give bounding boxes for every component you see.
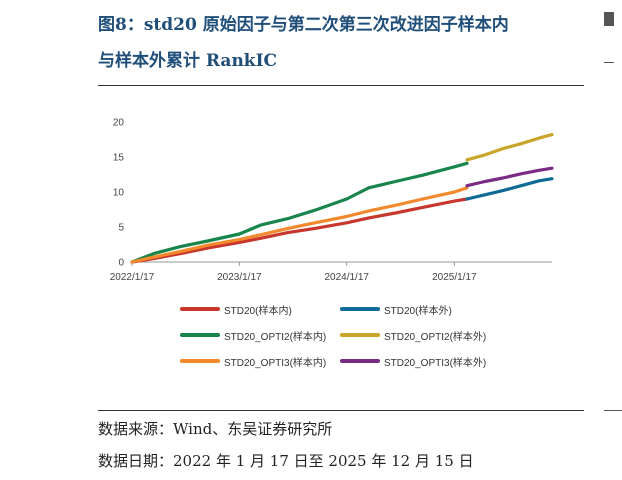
legend-item: STD20_OPTI2(样本内) bbox=[180, 328, 327, 343]
legend-swatch bbox=[180, 359, 220, 363]
series-line-1 bbox=[465, 177, 554, 201]
y-tick-label: 0 bbox=[118, 258, 124, 269]
legend-label: STD20_OPTI3(样本内) bbox=[224, 357, 327, 369]
legend-label: STD20(样本外) bbox=[384, 305, 452, 317]
y-tick-label: 5 bbox=[118, 223, 124, 234]
y-tick-label: 15 bbox=[113, 153, 125, 164]
rankic-line-chart: 0 5 10 15 20 2022/1/17 2023/1/17 2024/1/17 2025/… bbox=[110, 118, 554, 283]
x-tick-label: 2025/1/17 bbox=[432, 272, 477, 283]
bottom-rule bbox=[98, 410, 584, 411]
legend-label: STD20_OPTI3(样本外) bbox=[384, 357, 487, 369]
data-source-note: 数据来源：Wind、东吴证券研究所 bbox=[98, 420, 333, 438]
legend-label: STD20_OPTI2(样本外) bbox=[384, 331, 487, 343]
series-line-5 bbox=[465, 166, 554, 188]
x-tick-label: 2024/1/17 bbox=[324, 272, 369, 283]
next-panel-edge-mid bbox=[604, 62, 614, 63]
series-line-3 bbox=[465, 132, 554, 162]
legend-item: STD20_OPTI3(样本内) bbox=[180, 354, 327, 369]
legend-item: STD20(样本外) bbox=[340, 302, 452, 317]
top-rule bbox=[98, 85, 584, 86]
legend-label: STD20(样本内) bbox=[224, 305, 292, 317]
chart-series-lines bbox=[130, 132, 554, 264]
legend-swatch bbox=[180, 307, 220, 311]
series-line-2 bbox=[130, 161, 469, 264]
series-line-0 bbox=[130, 197, 469, 264]
series-line-4 bbox=[130, 186, 469, 264]
legend-item: STD20_OPTI2(样本外) bbox=[340, 328, 487, 343]
legend-swatch bbox=[340, 307, 380, 311]
y-tick-label: 10 bbox=[113, 188, 125, 199]
y-tick-label: 20 bbox=[113, 118, 125, 129]
x-tick-label: 2023/1/17 bbox=[217, 272, 262, 283]
x-tick-label: 2022/1/17 bbox=[110, 272, 155, 283]
chart-title-line2: 与样本外累计 RankIC bbox=[98, 51, 278, 71]
legend-swatch bbox=[340, 333, 380, 337]
legend-item: STD20_OPTI3(样本外) bbox=[340, 354, 487, 369]
next-panel-edge-top bbox=[604, 12, 614, 26]
chart-title-line1: 图8：std20 原始因子与第二次第三次改进因子样本内 bbox=[98, 15, 509, 35]
legend-swatch bbox=[180, 333, 220, 337]
legend-swatch bbox=[340, 359, 380, 363]
legend-label: STD20_OPTI2(样本内) bbox=[224, 331, 327, 343]
next-panel-edge-rule bbox=[604, 410, 622, 411]
chart-axes: 0 5 10 15 20 2022/1/17 2023/1/17 2024/1/17 2025/… bbox=[110, 118, 552, 283]
legend-item: STD20(样本内) bbox=[180, 302, 292, 317]
data-date-note: 数据日期：2022 年 1 月 17 日至 2025 年 12 月 15 日 bbox=[98, 452, 474, 470]
